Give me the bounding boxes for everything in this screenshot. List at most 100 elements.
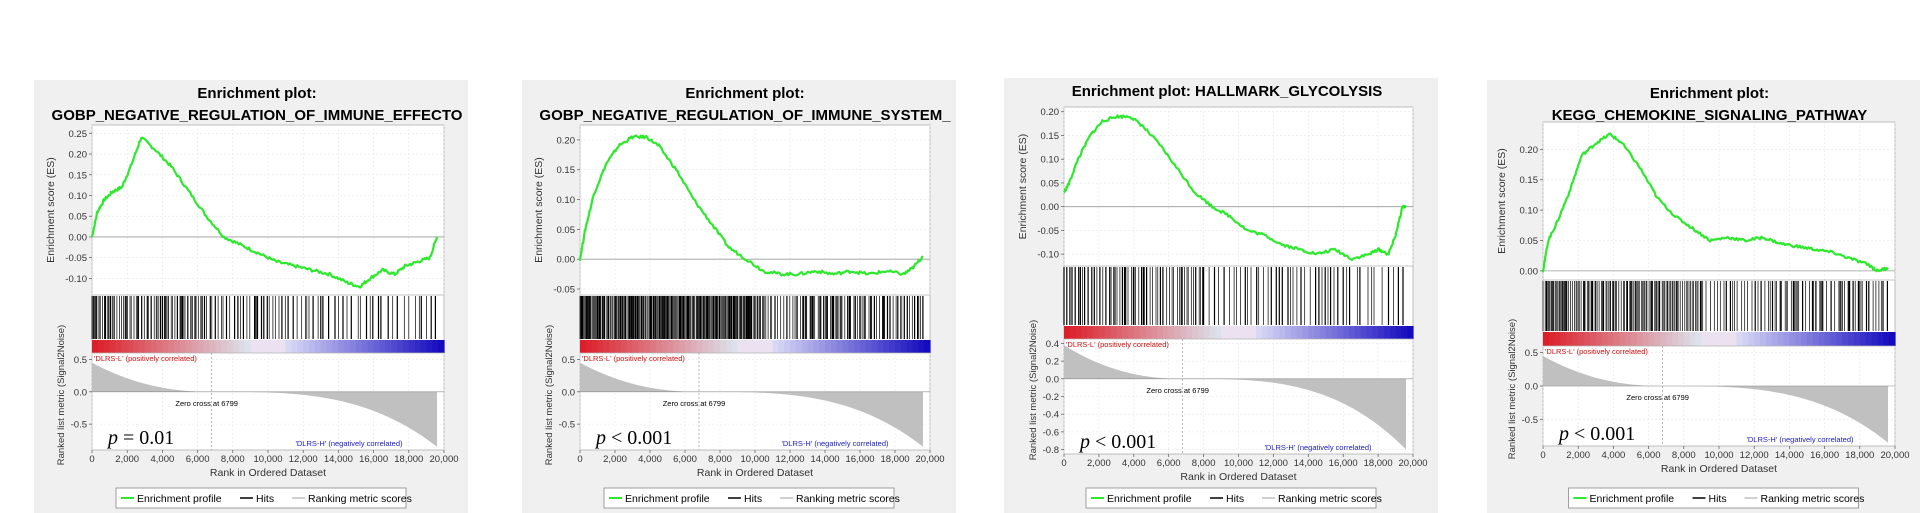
chart-title-line: Enrichment plot: HALLMARK_GLYCOLYSIS [1072,83,1383,100]
ranking-metric-area [92,362,437,447]
colorbar-segment [197,340,205,353]
colorbar-segment [285,340,293,353]
p-operator: = [123,427,134,449]
colorbar-segment [1859,332,1867,346]
colorbar-segment [702,340,709,353]
colorbar-segment [1168,326,1176,339]
colorbar-segment [1209,326,1216,339]
x-tick-label: 4,000 [1602,450,1626,461]
colorbar-segment [1566,332,1573,346]
colorbar-segment [1824,332,1832,346]
p-number: 0.01 [139,427,174,449]
es-tick-label: 0.20 [1041,107,1060,118]
es-tick-label: 0.00 [69,232,88,243]
colorbar-segment [1302,326,1309,339]
x-axis-label: Rank in Ordered Dataset [210,467,326,479]
enrichment-panel-1: Enrichment plot: GOBP_NEGATIVE_REGULATION… [34,80,468,513]
legend-es-label: Enrichment profile [1590,493,1675,505]
colorbar-segment [591,340,599,353]
colorbar-segment [696,340,704,353]
colorbar-segment [772,340,779,353]
colorbar-segment [1290,326,1298,339]
colorbar-segment [813,340,820,353]
colorbar-segment [912,340,919,353]
colorbar-segment [1378,326,1385,339]
colorbar-segment [185,340,193,353]
colorbar-segment [877,340,884,353]
colorbar-segment [250,340,257,353]
metric-tick-label: 0.5 [1525,348,1538,359]
x-tick-label: 10,000 [1224,458,1253,469]
colorbar-segment [1354,326,1362,339]
colorbar-segment [180,340,187,353]
colorbar-segment [262,340,269,353]
legend-es-label: Enrichment profile [137,493,222,505]
colorbar-segment [632,340,639,353]
es-tick-label: 0.05 [1520,236,1539,247]
colorbar-segment [1104,326,1112,339]
x-tick-label: 8,000 [708,454,732,465]
colorbar-segment [109,340,117,353]
colorbar-segment [655,340,663,353]
x-tick-label: 14,000 [810,454,839,465]
x-tick-label: 4,000 [638,454,662,465]
colorbar-segment [766,340,774,353]
colorbar-segment [320,340,328,353]
x-tick-label: 14,000 [1294,458,1323,469]
colorbar-segment [1087,326,1094,339]
x-tick-label: 6,000 [186,454,210,465]
legend-metric-label: Ranking metric scores [796,493,900,505]
metric-tick-label: -0.4 [1043,410,1059,421]
es-tick-label: 0.15 [69,170,88,181]
colorbar-segment [1865,332,1873,346]
metric-tick-label: 0.5 [562,355,575,366]
colorbar-segment [1560,332,1568,346]
colorbar-segment [743,340,750,353]
colorbar-segment [836,340,844,353]
colorbar-segment [1742,332,1749,346]
es-tick-label: 0.00 [1041,202,1060,213]
x-tick-label: 12,000 [775,454,804,465]
colorbar-segment [379,340,386,353]
es-tick-label: 0.05 [1041,178,1060,189]
es-ylabel: Enrichment score (ES) [1496,148,1508,254]
colorbar-segment [1075,326,1082,339]
colorbar-segment [1360,326,1367,339]
colorbar-segment [1572,332,1579,346]
colorbar-segment [367,340,375,353]
colorbar-segment [432,340,439,353]
x-tick-label: 6,000 [1157,458,1181,469]
colorbar-segment [1883,332,1890,346]
colorbar-segment [848,340,855,353]
colorbar-segment [1232,326,1240,339]
colorbar-segment [1595,332,1603,346]
zero-cross-label: Zero cross at 6799 [1146,386,1209,395]
enrichment-panel-2: Enrichment plot: GOBP_NEGATIVE_REGULATION… [522,80,956,513]
positive-correlation-label: 'DLRS-L' (positively correlated) [582,354,685,363]
colorbar-segment [438,340,445,353]
colorbar-segment [168,340,175,353]
legend-hits-label: Hits [1226,493,1244,505]
hits-group [1542,281,1888,331]
x-tick-label: 20,000 [429,454,458,465]
colorbar-segment [1877,332,1884,346]
colorbar-segment [309,340,316,353]
x-tick-label: 16,000 [1810,450,1839,461]
colorbar-segment [1771,332,1779,346]
es-ylabel: Enrichment score (ES) [45,157,57,263]
es-tick-label: -0.05 [65,253,87,264]
colorbar-segment [1197,326,1205,339]
colorbar-segment [854,340,861,353]
chart-title-line: Enrichment plot: [1650,85,1769,102]
es-tick-label: 0.20 [69,150,88,161]
colorbar-segment [133,340,140,353]
metric-tick-label: -0.5 [559,420,575,431]
colorbar-segment [1261,326,1269,339]
colorbar-segment [1064,326,1071,339]
x-tick-label: 0 [1540,450,1545,461]
p-symbol: p [1557,423,1569,445]
colorbar-segment [1238,326,1245,339]
colorbar-segment [784,340,791,353]
enrichment-plot-svg: Enrichment plot: GOBP_NEGATIVE_REGULATION… [45,85,463,509]
colorbar-segment [1760,332,1767,346]
